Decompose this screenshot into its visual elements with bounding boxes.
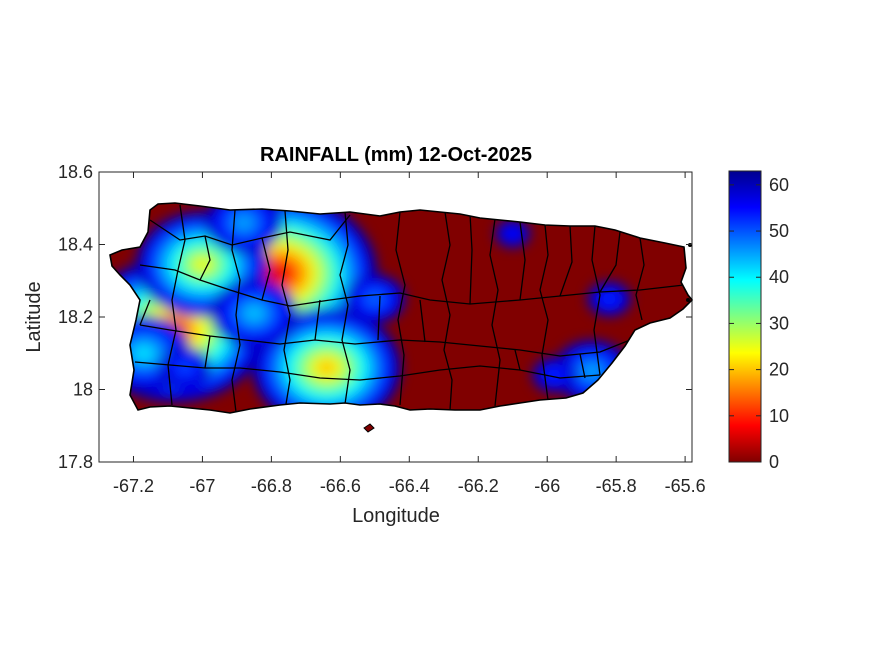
y-tick-label: 18.6 [58,162,93,182]
rainfall-contour [247,307,262,319]
x-tick-label: -66.6 [320,476,361,496]
x-tick-label: -66.4 [389,476,430,496]
rainfall-contour [602,293,617,305]
x-tick-label: -67 [189,476,215,496]
x-tick-label: -66.2 [458,476,499,496]
coastline [109,202,694,414]
rainfall-contour [505,228,520,240]
rainfall-contour [272,269,284,278]
islet [363,423,375,433]
y-tick-label: 18.2 [58,307,93,327]
rainfall-contour [197,260,208,269]
colorbar-tick-label: 0 [769,452,779,472]
colorbar-tick-label: 20 [769,360,789,380]
map-title: RAINFALL (mm) 12-Oct-2025 [260,144,532,166]
rainfall-contour [321,363,332,372]
rainfall-contour [367,293,382,305]
colorbar-tick-label: 50 [769,221,789,241]
rainfall-contour [585,365,599,377]
x-tick-label: -67.2 [113,476,154,496]
y-tick-label: 18 [73,380,93,400]
rainfall-contour [136,347,151,359]
rainfall-contour [547,369,561,381]
rainfall-contour [236,217,251,229]
municipal-boundaries [134,204,685,413]
colorbar [728,170,762,463]
y-axis-ticks: 17.8 18 18.2 18.4 18.6 [58,162,692,472]
x-axis-ticks: -67.2 -67 -66.8 -66.6 -66.4 -66.2 -66 -65.8 -65.… [113,172,706,496]
y-tick-label: 18.4 [58,235,93,255]
y-axis-label: Latitude [23,281,45,352]
islet [686,298,690,302]
colorbar-ticks: 0 10 20 30 40 50 60 [729,175,789,472]
x-tick-label: -66 [534,476,560,496]
colorbar-tick-label: 40 [769,267,789,287]
rainfall-contour [178,362,193,374]
x-tick-label: -65.8 [596,476,637,496]
x-tick-label: -66.8 [251,476,292,496]
colorbar-tick-label: 10 [769,406,789,426]
x-tick-label: -65.6 [665,476,706,496]
y-tick-label: 17.8 [58,452,93,472]
colorbar-tick-label: 60 [769,175,789,195]
colorbar-tick-label: 30 [769,313,789,333]
x-axis-label: Longitude [352,505,440,527]
